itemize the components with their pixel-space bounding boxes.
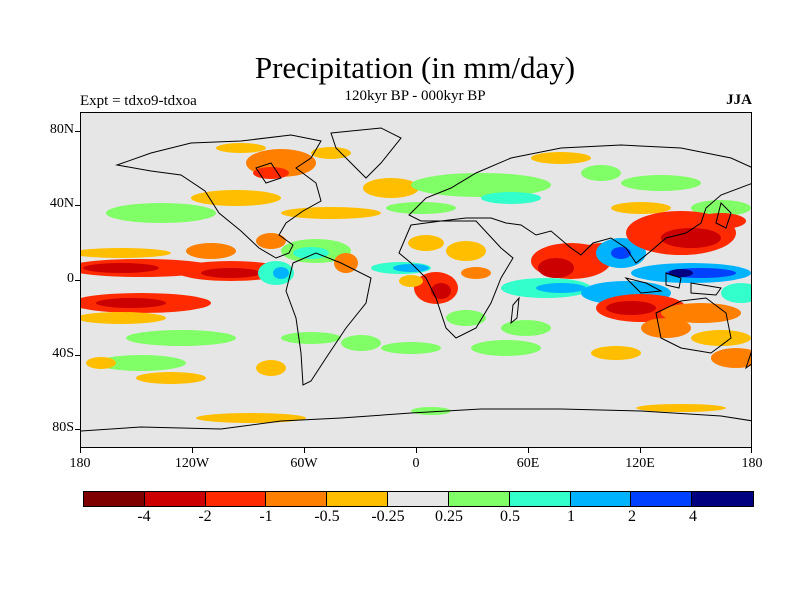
map-subtitle: 120kyr BP - 000kyr BP — [344, 88, 486, 104]
latitude-tick — [75, 429, 80, 431]
season-label: JJA — [726, 92, 752, 108]
colorbar-swatch — [570, 492, 632, 506]
colorbar-label: -4 — [137, 508, 151, 525]
colorbar-label: 4 — [689, 508, 697, 525]
latitude-tick — [75, 130, 80, 132]
colorbar-swatch — [327, 492, 389, 506]
latitude-label: 40S — [52, 345, 74, 361]
longitude-tick — [80, 448, 81, 453]
longitude-tick — [751, 448, 752, 453]
colorbar-label: -0.5 — [314, 508, 340, 525]
precipitation-map — [81, 127, 751, 432]
longitude-label: 180 — [741, 456, 763, 471]
colorbar-label: 1 — [567, 508, 575, 525]
colorbar-label: -2 — [198, 508, 212, 525]
longitude-label: 60E — [516, 456, 540, 471]
longitude-label: 0 — [412, 456, 420, 471]
colorbar-swatch — [144, 492, 206, 506]
longitude-label: 120E — [625, 456, 655, 471]
longitude-tick — [304, 448, 305, 453]
colorbar-label: 0.25 — [435, 508, 463, 525]
colorbar-label: 0.5 — [500, 508, 520, 525]
longitude-label: 60W — [290, 456, 318, 471]
longitude-label: 120W — [174, 456, 210, 471]
colorbar-label: 2 — [628, 508, 636, 525]
experiment-label: Expt = tdxo9-tdxoa — [80, 93, 197, 109]
colorbar-swatch — [266, 492, 328, 506]
longitude-tick — [640, 448, 641, 453]
anomaly-field — [81, 143, 751, 423]
longitude-tick — [192, 448, 193, 453]
colorbar — [83, 491, 754, 507]
colorbar-swatch — [631, 492, 693, 506]
colorbar-label: -1 — [259, 508, 273, 525]
map-plot-area — [80, 112, 752, 448]
latitude-label: 40N — [49, 196, 74, 212]
latitude-label: 80N — [49, 121, 74, 137]
map-title: Precipitation (in mm/day) — [254, 50, 576, 85]
latitude-tick — [75, 354, 80, 356]
latitude-tick — [75, 280, 80, 281]
colorbar-swatch — [509, 492, 571, 506]
colorbar-swatch — [84, 492, 145, 506]
latitude-label: 0 — [67, 271, 74, 286]
colorbar-label: -0.25 — [371, 508, 405, 525]
colorbar-swatch — [205, 492, 267, 506]
latitude-label: 80S — [52, 420, 74, 436]
longitude-tick — [528, 448, 529, 453]
colorbar-swatch — [388, 492, 449, 506]
latitude-tick — [75, 205, 80, 207]
colorbar-swatch — [448, 492, 510, 506]
longitude-tick — [416, 448, 417, 453]
coastlines — [81, 127, 751, 432]
colorbar-swatch — [692, 492, 753, 506]
longitude-label: 180 — [69, 456, 91, 471]
